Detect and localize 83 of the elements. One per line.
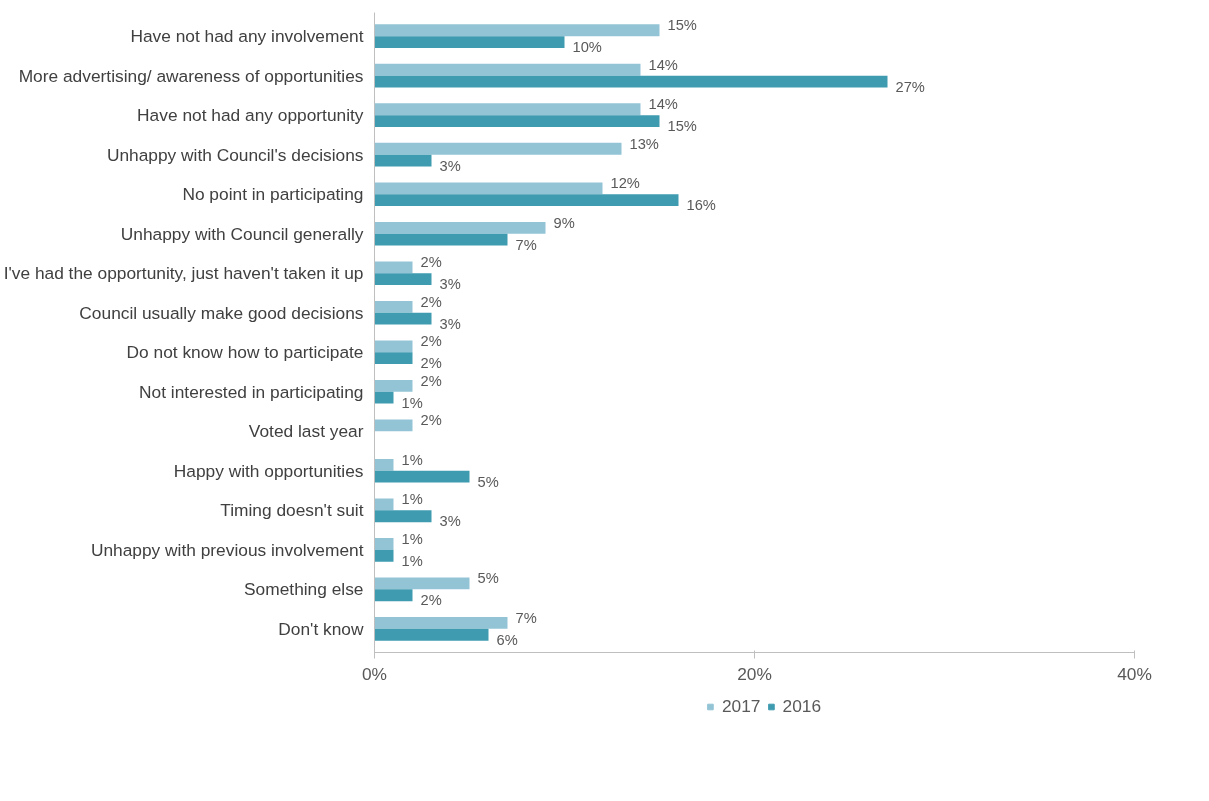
legend-label: 2016	[782, 695, 822, 717]
bar	[374, 142, 622, 155]
x-tick-label: 40%	[1117, 663, 1152, 684]
data-label: 3%	[439, 513, 461, 530]
bar	[374, 115, 660, 128]
data-label: 14%	[648, 96, 678, 113]
data-label: 2%	[420, 293, 442, 310]
y-tick-label: Don't know	[278, 618, 364, 639]
bar	[374, 549, 394, 562]
bar	[374, 103, 641, 116]
data-label: 7%	[515, 236, 537, 253]
bar	[374, 419, 413, 432]
data-label: 2%	[420, 372, 442, 389]
data-label: 3%	[439, 157, 461, 174]
bar	[374, 379, 413, 392]
data-label: 14%	[648, 56, 678, 73]
data-label: 2%	[420, 412, 442, 429]
data-label: 2%	[420, 592, 442, 609]
data-label: 27%	[895, 78, 925, 95]
y-tick-label: More advertising/ awareness of opportunities	[18, 65, 364, 86]
bar	[374, 233, 508, 246]
bar	[374, 628, 489, 641]
x-tick-label: 0%	[361, 663, 388, 684]
data-label: 9%	[553, 214, 575, 231]
y-tick-label: No point in participating	[182, 184, 364, 205]
data-label: 15%	[667, 17, 697, 34]
bar	[374, 63, 641, 76]
bar	[374, 340, 413, 353]
data-label: 5%	[477, 570, 499, 587]
bar	[374, 391, 394, 404]
bar	[374, 498, 394, 511]
data-label: 5%	[477, 473, 499, 490]
bar	[374, 589, 413, 602]
bar	[374, 470, 470, 483]
data-label: 6%	[496, 631, 518, 648]
bar	[374, 537, 394, 550]
bar	[374, 36, 565, 49]
y-tick-label: Unhappy with Council generally	[120, 223, 364, 244]
y-tick-label: Timing doesn't suit	[220, 500, 364, 521]
y-tick-label: Council usually make good decisions	[79, 302, 364, 323]
bar	[374, 312, 432, 325]
bar	[374, 194, 679, 207]
data-label: 1%	[401, 491, 423, 508]
data-label: 10%	[572, 39, 602, 56]
x-tick-label: 20%	[737, 663, 772, 684]
bar	[374, 577, 470, 590]
bar	[374, 458, 394, 471]
y-tick-label: Have not had any involvement	[130, 26, 364, 47]
bar	[374, 273, 432, 286]
data-label: 3%	[439, 315, 461, 332]
y-tick-label: Unhappy with Council's decisions	[106, 144, 364, 165]
data-label: 1%	[401, 552, 423, 569]
bar	[374, 261, 413, 274]
bar	[374, 182, 603, 195]
data-label: 1%	[401, 530, 423, 547]
bar	[374, 154, 432, 167]
y-tick-label: I've had the opportunity, just haven't taken it up	[3, 263, 364, 284]
bar	[374, 616, 508, 629]
y-tick-label: Do not know how to participate	[126, 342, 364, 363]
bar	[374, 510, 432, 523]
bar	[374, 300, 413, 313]
data-label: 15%	[667, 118, 697, 135]
data-label: 13%	[629, 135, 659, 152]
bar	[374, 24, 660, 37]
data-label: 1%	[401, 394, 423, 411]
legend-label: 2017	[721, 695, 761, 717]
y-tick-label: Unhappy with previous involvement	[90, 539, 364, 560]
data-label: 12%	[610, 175, 640, 192]
data-label: 3%	[439, 276, 461, 293]
data-label: 2%	[420, 355, 442, 372]
bar	[374, 75, 888, 88]
y-tick-label: Happy with opportunities	[173, 460, 364, 481]
bar	[374, 221, 546, 234]
y-tick-label: Something else	[244, 579, 364, 600]
y-tick-label: Have not had any opportunity	[137, 105, 364, 126]
y-tick-label: Not interested in participating	[139, 381, 364, 402]
bar	[374, 352, 413, 365]
data-label: 2%	[420, 254, 442, 271]
data-label: 2%	[420, 333, 442, 350]
data-label: 1%	[401, 451, 423, 468]
y-tick-label: Voted last year	[248, 421, 364, 442]
data-label: 16%	[686, 197, 716, 214]
data-label: 7%	[515, 609, 537, 626]
